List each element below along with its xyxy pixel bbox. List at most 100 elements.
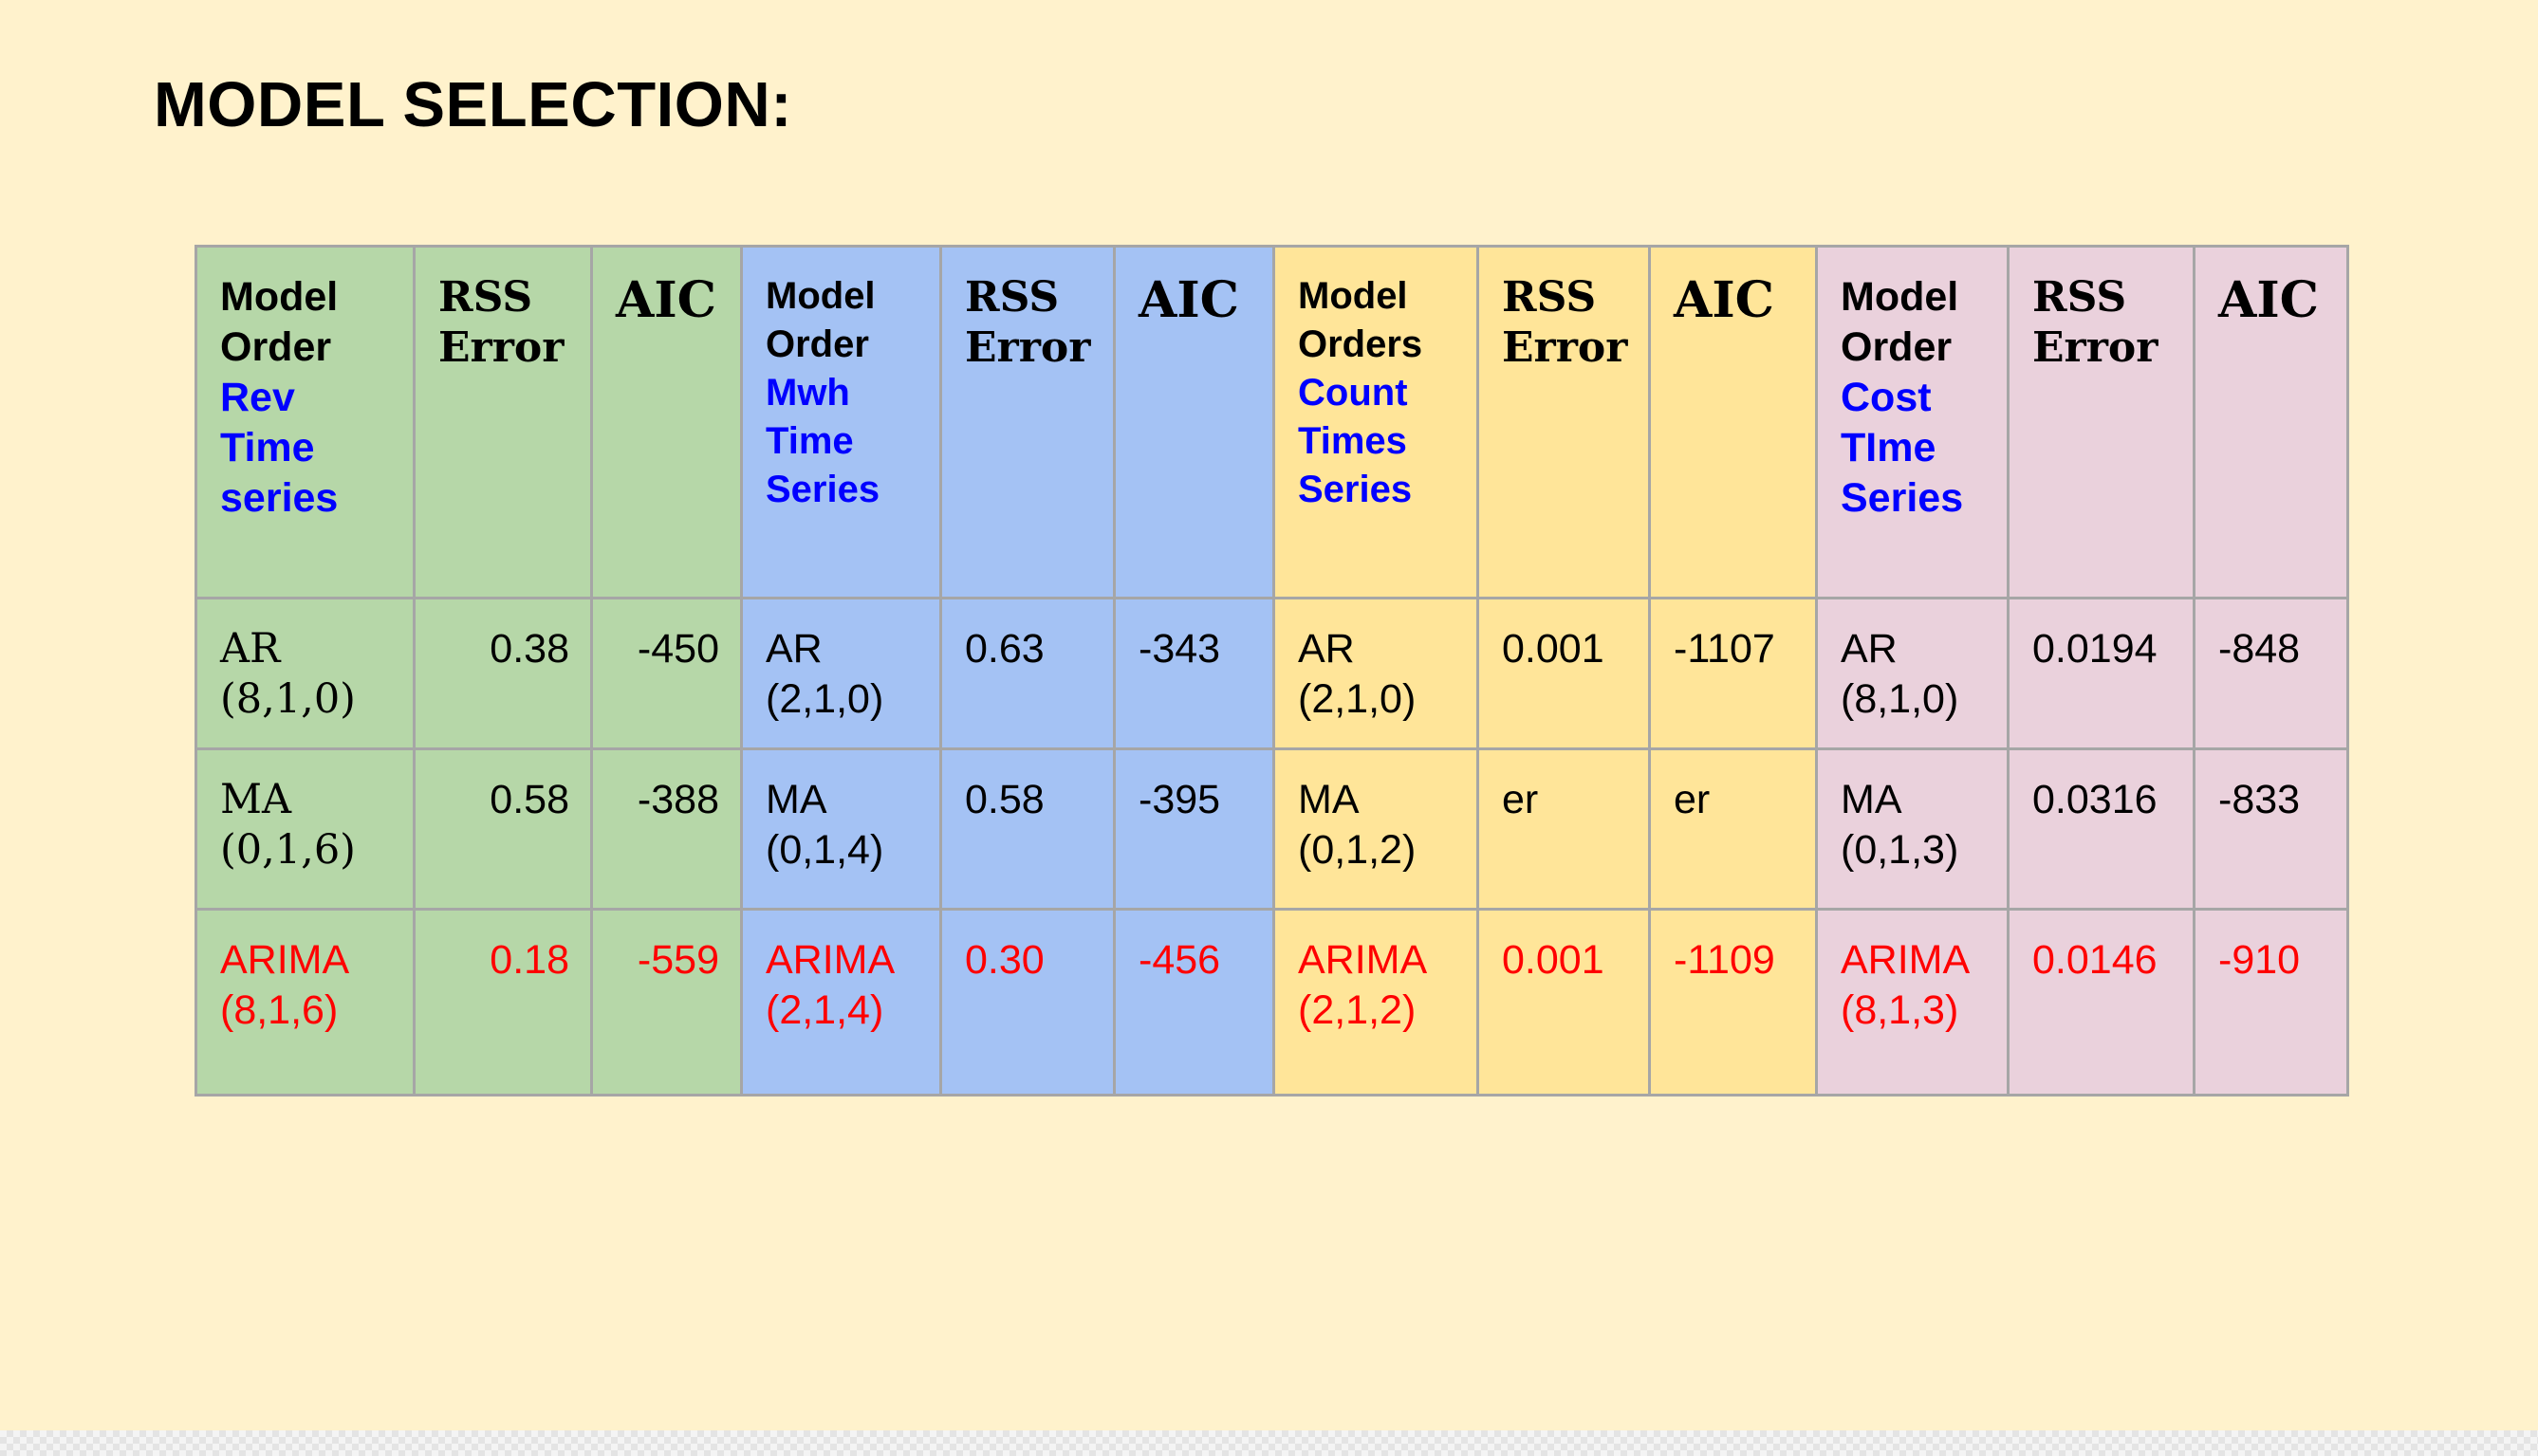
model-cell: MA (0,1,6) xyxy=(195,747,416,911)
header-aic: AIC xyxy=(2193,245,2349,599)
model-name: AR xyxy=(766,626,823,672)
series-name-line: Times xyxy=(1298,420,1407,462)
rss-value: 0.0316 xyxy=(2007,747,2195,911)
aic-value: -388 xyxy=(590,747,743,911)
header-model-label: Model xyxy=(1298,275,1408,317)
header-aic: AIC xyxy=(590,245,743,599)
header-rss-error: RSS Error xyxy=(1476,245,1651,599)
header-aic-label: AIC xyxy=(616,271,717,329)
header-model-order-mwh: Model Order Mwh Time Series xyxy=(740,245,942,599)
model-order: (0,1,4) xyxy=(766,827,884,873)
series-name-line: Time xyxy=(220,425,315,470)
header-model-order-count: Model Orders Count Times Series xyxy=(1272,245,1479,599)
header-error-label: Error xyxy=(965,323,1091,372)
model-order: (0,1,3) xyxy=(1841,827,1959,873)
model-order: (0,1,6) xyxy=(220,826,356,874)
header-error-label: Error xyxy=(438,323,565,372)
rss-value: 0.001 xyxy=(1476,597,1651,750)
header-rss-error: RSS Error xyxy=(413,245,593,599)
rss-value: 0.0194 xyxy=(2007,597,2195,750)
model-name: MA xyxy=(766,777,827,822)
header-model-label: Model xyxy=(766,275,876,317)
model-cell: MA (0,1,2) xyxy=(1272,747,1479,911)
aic-value: -343 xyxy=(1113,597,1275,750)
model-name: AR xyxy=(1298,626,1355,672)
rss-value: 0.30 xyxy=(939,908,1116,1097)
header-rss-error: RSS Error xyxy=(939,245,1116,599)
model-order: (8,1,6) xyxy=(220,987,339,1033)
model-order: (2,1,0) xyxy=(766,676,884,722)
aic-value: -559 xyxy=(590,908,743,1097)
model-order: (2,1,2) xyxy=(1298,987,1417,1033)
header-order-label: Order xyxy=(766,323,869,365)
series-name-line: Count xyxy=(1298,372,1408,414)
model-name: ARIMA xyxy=(220,937,350,983)
series-name-line: Series xyxy=(766,469,880,510)
series-name-line: Rev xyxy=(220,375,295,420)
header-aic: AIC xyxy=(1648,245,1818,599)
rss-value: 0.18 xyxy=(413,908,593,1097)
header-model-order-cost: Model Order Cost TIme Series xyxy=(1815,245,2010,599)
model-selection-table: Model Order Rev Time series RSS Error AI… xyxy=(195,245,2349,1097)
header-model-label: Model xyxy=(220,274,339,320)
header-model-order-rev: Model Order Rev Time series xyxy=(195,245,416,599)
header-error-label: Error xyxy=(2032,323,2158,372)
model-cell: AR (2,1,0) xyxy=(740,597,942,750)
aic-value: -456 xyxy=(1113,908,1275,1097)
header-model-label: Model xyxy=(1841,274,1959,320)
model-cell: AR (8,1,0) xyxy=(1815,597,2010,750)
model-order: (8,1,0) xyxy=(1841,676,1959,722)
model-name: ARIMA xyxy=(1298,937,1428,983)
header-order-label: Order xyxy=(220,324,332,370)
model-cell: MA (0,1,3) xyxy=(1815,747,2010,911)
model-cell: ARIMA (8,1,6) xyxy=(195,908,416,1097)
model-name: MA xyxy=(1298,777,1360,822)
aic-value: -395 xyxy=(1113,747,1275,911)
rss-value: 0.58 xyxy=(413,747,593,911)
header-aic-label: AIC xyxy=(2218,271,2320,329)
header-rss-error: RSS Error xyxy=(2007,245,2195,599)
model-name: AR xyxy=(220,625,281,673)
model-order: (2,1,4) xyxy=(766,987,884,1033)
model-cell: ARIMA (2,1,2) xyxy=(1272,908,1479,1097)
model-name: ARIMA xyxy=(1841,937,1971,983)
aic-value: -1109 xyxy=(1648,908,1818,1097)
model-cell: AR (8,1,0) xyxy=(195,597,416,750)
model-name: MA xyxy=(220,776,292,823)
header-error-label: Error xyxy=(1502,323,1628,372)
model-cell: AR (2,1,0) xyxy=(1272,597,1479,750)
table-row-arima: ARIMA (8,1,6) 0.18 -559 ARIMA (2,1,4) 0.… xyxy=(195,908,2349,1097)
aic-value: -848 xyxy=(2193,597,2349,750)
model-order: (0,1,2) xyxy=(1298,827,1417,873)
model-name: MA xyxy=(1841,777,1902,822)
header-rss-label: RSS xyxy=(438,273,533,322)
table-row-ar: AR (8,1,0) 0.38 -450 AR (2,1,0) 0.63 -34… xyxy=(195,597,2349,750)
rss-value: 0.63 xyxy=(939,597,1116,750)
aic-value: -1107 xyxy=(1648,597,1818,750)
model-cell: MA (0,1,4) xyxy=(740,747,942,911)
header-rss-label: RSS xyxy=(965,273,1060,322)
rss-value: 0.001 xyxy=(1476,908,1651,1097)
series-name-line: Cost xyxy=(1841,375,1932,420)
model-name: AR xyxy=(1841,626,1898,672)
model-order: (2,1,0) xyxy=(1298,676,1417,722)
model-name: ARIMA xyxy=(766,937,896,983)
header-rss-label: RSS xyxy=(2032,273,2127,322)
header-order-label: Orders xyxy=(1298,323,1423,365)
aic-value: -910 xyxy=(2193,908,2349,1097)
table-row-ma: MA (0,1,6) 0.58 -388 MA (0,1,4) 0.58 -39… xyxy=(195,747,2349,911)
series-name-line: TIme xyxy=(1841,425,1936,470)
header-rss-label: RSS xyxy=(1502,273,1597,322)
table-header-row: Model Order Rev Time series RSS Error AI… xyxy=(195,245,2349,599)
header-order-label: Order xyxy=(1841,324,1953,370)
aic-value: -833 xyxy=(2193,747,2349,911)
transparency-checker-strip xyxy=(0,1430,2538,1456)
rss-value: 0.0146 xyxy=(2007,908,2195,1097)
page-title: MODEL SELECTION: xyxy=(154,69,793,140)
header-aic-label: AIC xyxy=(1674,271,1775,329)
model-order: (8,1,0) xyxy=(220,675,356,723)
rss-value: er xyxy=(1476,747,1651,911)
model-cell: ARIMA (2,1,4) xyxy=(740,908,942,1097)
series-name-line: Mwh xyxy=(766,372,850,414)
aic-value: -450 xyxy=(590,597,743,750)
